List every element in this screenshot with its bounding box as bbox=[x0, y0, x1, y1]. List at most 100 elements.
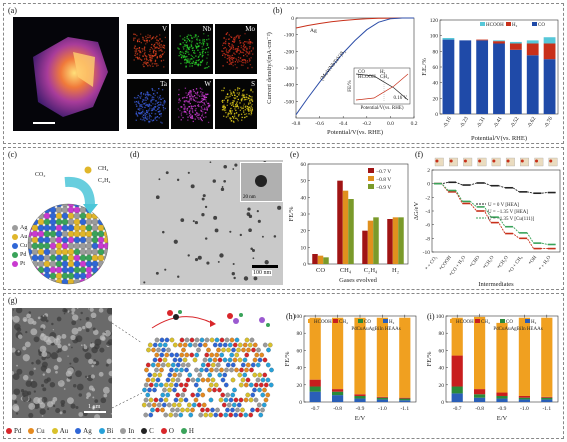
element-legend-cu: Cu bbox=[28, 427, 45, 435]
sem-texture bbox=[71, 327, 79, 335]
bar-segment bbox=[376, 396, 388, 398]
atom-ball bbox=[110, 255, 116, 261]
bar bbox=[367, 220, 374, 264]
series-line bbox=[295, 17, 414, 29]
atom-ball bbox=[28, 278, 33, 284]
sem-texture bbox=[40, 333, 45, 337]
sem-texture bbox=[28, 370, 34, 376]
nanoparticle bbox=[248, 214, 253, 219]
atom-ball bbox=[37, 206, 45, 214]
nanoparticle bbox=[257, 219, 261, 223]
atom-ball bbox=[85, 248, 93, 256]
atom-ball bbox=[28, 206, 33, 214]
y-tick-label: -400 bbox=[284, 83, 294, 89]
sem-texture bbox=[31, 361, 34, 365]
sem-texture bbox=[67, 343, 71, 346]
aerogel-atom bbox=[192, 342, 198, 348]
atom-ball bbox=[79, 248, 87, 256]
sem-texture bbox=[13, 388, 21, 396]
sem-texture bbox=[55, 370, 58, 374]
panel-g-label: (g) bbox=[8, 296, 18, 305]
x-axis-title: Intermediates bbox=[478, 281, 514, 288]
aerogel-atom bbox=[260, 407, 265, 413]
element-legend-in: In bbox=[120, 427, 134, 435]
atom-ball bbox=[49, 254, 57, 262]
aerogel-atom bbox=[240, 377, 246, 383]
aerogel-atom bbox=[244, 352, 250, 358]
aerogel-atom bbox=[173, 382, 179, 388]
atom-ball bbox=[55, 204, 63, 208]
aerogel-atom bbox=[172, 372, 178, 378]
aerogel-atom bbox=[163, 397, 169, 403]
atom-ball bbox=[85, 236, 93, 244]
aerogel-atom bbox=[195, 392, 201, 398]
panel-e-fe-chart: 0 10 20 30 40 50 60 CO CH₄ C₂H₄ H₂ −0.7 V −0.8 V −0.9… bbox=[288, 162, 409, 284]
aerogel-atom bbox=[154, 352, 160, 358]
aerogel-atom bbox=[147, 342, 153, 348]
sem-texture bbox=[41, 396, 48, 403]
sem-texture bbox=[75, 335, 83, 343]
aerogel-atom bbox=[223, 382, 229, 388]
adsorbate-structure bbox=[534, 157, 544, 167]
eds-map-v: V bbox=[127, 24, 169, 74]
nanoparticle bbox=[165, 171, 169, 175]
atom-ball bbox=[73, 254, 81, 262]
bar-segment bbox=[309, 391, 321, 402]
atom-ball bbox=[110, 243, 116, 249]
bar-segment bbox=[518, 395, 530, 398]
sem-texture bbox=[12, 347, 16, 353]
aerogel-atom bbox=[246, 347, 251, 353]
aerogel-atom bbox=[174, 367, 179, 373]
aerogel-atom bbox=[204, 337, 210, 343]
legend-label: CH₄ bbox=[481, 320, 490, 325]
aerogel-atom bbox=[251, 347, 256, 353]
sem-texture bbox=[108, 377, 112, 384]
aerogel-atom bbox=[204, 367, 209, 373]
sem-texture bbox=[39, 408, 46, 415]
aerogel-atom bbox=[210, 407, 215, 413]
atom-ball bbox=[55, 278, 63, 284]
nanoparticle bbox=[212, 179, 216, 183]
sem-texture bbox=[52, 329, 55, 331]
atom-ball bbox=[37, 242, 45, 250]
atom-ball bbox=[103, 260, 108, 268]
aerogel-atom bbox=[213, 382, 219, 388]
aerogel-atom bbox=[161, 347, 166, 353]
legend-dot bbox=[12, 224, 18, 231]
aerogel-atom bbox=[218, 397, 224, 403]
bar-segment bbox=[526, 55, 539, 114]
aerogel-atom bbox=[209, 367, 214, 373]
atom-ball bbox=[85, 260, 93, 268]
aerogel-atom bbox=[200, 377, 206, 383]
aerogel-atom bbox=[199, 367, 204, 373]
sem-texture bbox=[30, 380, 38, 389]
nanoparticle bbox=[277, 205, 282, 210]
aerogel-atom bbox=[222, 372, 228, 378]
aerogel-atom bbox=[186, 402, 192, 408]
y-tick-label: 100 bbox=[436, 314, 445, 320]
panel-d-scale-100nm: 100 nm bbox=[252, 270, 273, 276]
aerogel-atom bbox=[204, 352, 210, 358]
y-axis-title: ΔG/eV bbox=[413, 202, 420, 221]
atom-ball bbox=[31, 204, 39, 208]
series-label-ag: Ag bbox=[310, 28, 317, 34]
atom-ball bbox=[49, 242, 57, 250]
atom-ball bbox=[85, 278, 93, 284]
legend-label: −0.9 V bbox=[376, 185, 391, 191]
aerogel-atom bbox=[200, 362, 206, 368]
adsorbate-atom bbox=[463, 159, 467, 163]
atom-ball bbox=[73, 278, 81, 284]
bar-segment bbox=[399, 397, 411, 399]
atom-ball bbox=[79, 236, 87, 244]
nanoparticle bbox=[202, 194, 206, 198]
aerogel-atom bbox=[143, 397, 149, 403]
atom-ball bbox=[55, 230, 63, 238]
atom-ball bbox=[103, 212, 108, 220]
sem-texture bbox=[40, 327, 44, 331]
aerogel-atom bbox=[153, 382, 159, 388]
aerogel-atom bbox=[184, 352, 190, 358]
aerogel-atom bbox=[192, 357, 198, 363]
sem-texture bbox=[77, 308, 79, 310]
aerogel-atom bbox=[197, 372, 203, 378]
atom-ball bbox=[110, 267, 116, 273]
